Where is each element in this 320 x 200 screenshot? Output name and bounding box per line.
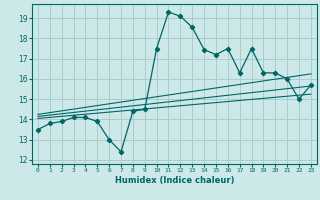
X-axis label: Humidex (Indice chaleur): Humidex (Indice chaleur) (115, 176, 234, 185)
